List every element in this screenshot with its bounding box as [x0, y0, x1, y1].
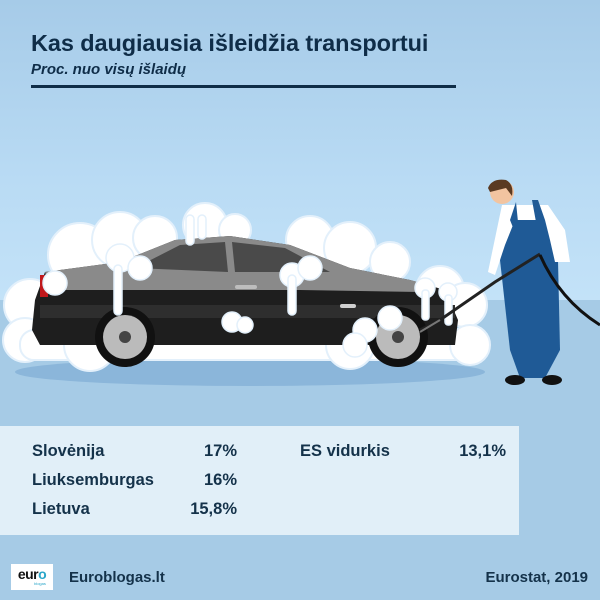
title-divider [31, 85, 456, 88]
stat-label: Lietuva [32, 500, 90, 518]
stat-label: Slovėnija [32, 442, 105, 460]
stats-panel: Slovėnija 17% Liuksemburgas 16% Lietuva … [0, 426, 519, 535]
stat-value: 17% [203, 442, 237, 460]
stat-value: 16% [203, 471, 237, 489]
logo-o: o [38, 566, 47, 582]
logo-text: eur [17, 566, 39, 582]
euroblogas-logo[interactable]: euro blogas [11, 564, 53, 590]
page-title: Kas daugiausia išleidžia transportui [31, 30, 429, 56]
stat-value: 15,8% [190, 500, 237, 518]
car-wash-illustration [0, 170, 600, 400]
logo-subtext: blogas [34, 581, 46, 586]
worker-in-overalls [488, 179, 570, 385]
page-subtitle: Proc. nuo visų išlaidų [31, 61, 187, 78]
header: Kas daugiausia išleidžia transportui Pro… [31, 30, 456, 78]
data-source: Eurostat, 2019 [485, 569, 588, 586]
stat-value: 13,1% [459, 442, 506, 460]
stat-label: Liuksemburgas [32, 471, 154, 489]
stat-label: ES vidurkis [300, 442, 390, 460]
pressure-washer [419, 252, 600, 333]
site-name-link[interactable]: Euroblogas.lt [69, 569, 165, 586]
